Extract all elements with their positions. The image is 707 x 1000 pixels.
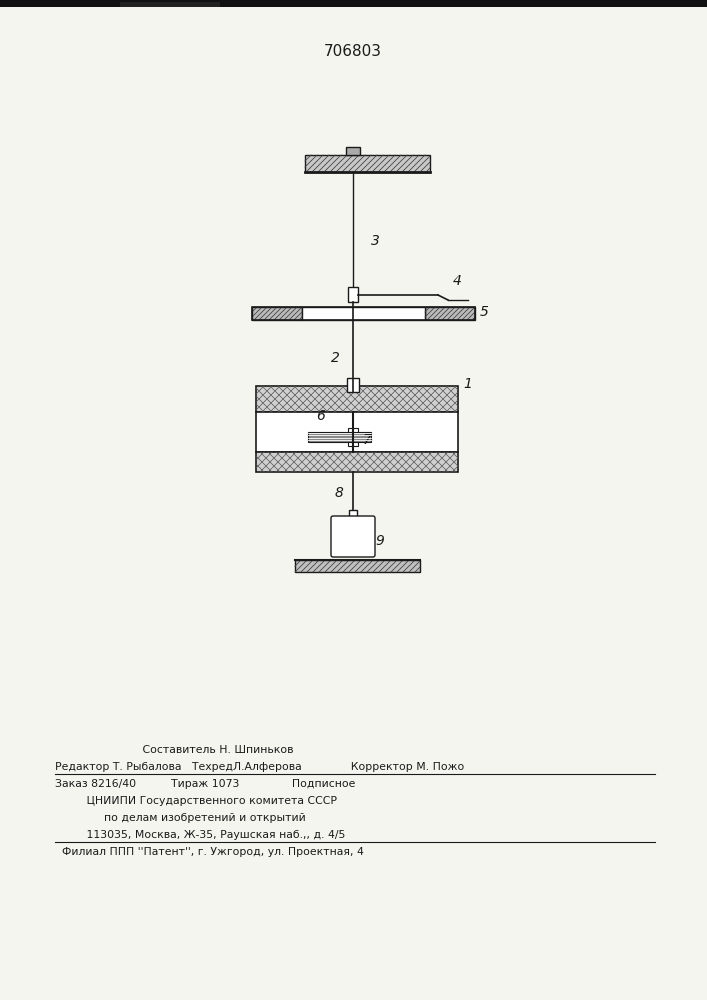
Text: 8: 8 [335,486,344,500]
Text: 5: 5 [480,304,489,318]
Bar [305,155,430,172]
Text: Филиал ППП ''Патент'', г. Ужгород, ул. Проектная, 4: Филиал ППП ''Патент'', г. Ужгород, ул. П… [55,847,364,857]
Text: 9: 9 [375,534,384,548]
Bar [252,307,302,320]
Bar [295,560,420,572]
Text: Составитель Н. Шпиньков: Составитель Н. Шпиньков [55,745,293,755]
Bar [256,386,458,412]
Bar [346,147,360,155]
Text: 113035, Москва, Ж-35, Раушская наб.,, д. 4/5: 113035, Москва, Ж-35, Раушская наб.,, д.… [55,830,346,840]
Text: по делам изобретений и открытий: по делам изобретений и открытий [55,813,305,823]
Bar [349,510,357,518]
Text: ЦНИИПИ Государственного комитета СССР: ЦНИИПИ Государственного комитета СССР [55,796,337,806]
Bar [308,432,371,442]
Text: 6: 6 [316,409,325,423]
Bar [256,412,458,452]
Bar [252,307,475,320]
FancyBboxPatch shape [331,516,375,557]
Text: Заказ 8216/40          Тираж 1073               Подписное: Заказ 8216/40 Тираж 1073 Подписное [55,779,356,789]
Text: 4: 4 [453,274,462,288]
Bar [348,287,358,302]
Bar [120,2,220,7]
Bar [347,378,359,392]
Text: 3: 3 [371,234,380,248]
Text: 1: 1 [463,377,472,391]
Text: 2: 2 [331,351,340,365]
Text: 7: 7 [363,433,372,447]
Text: Редактор Т. Рыбалова   ТехредЛ.Алферова              Корректор М. Пожо: Редактор Т. Рыбалова ТехредЛ.Алферова Ко… [55,762,464,772]
Bar [348,428,358,446]
Bar [0,0,707,7]
Bar [425,307,475,320]
Text: 706803: 706803 [324,44,382,60]
Bar [256,452,458,472]
Bar [302,307,425,320]
